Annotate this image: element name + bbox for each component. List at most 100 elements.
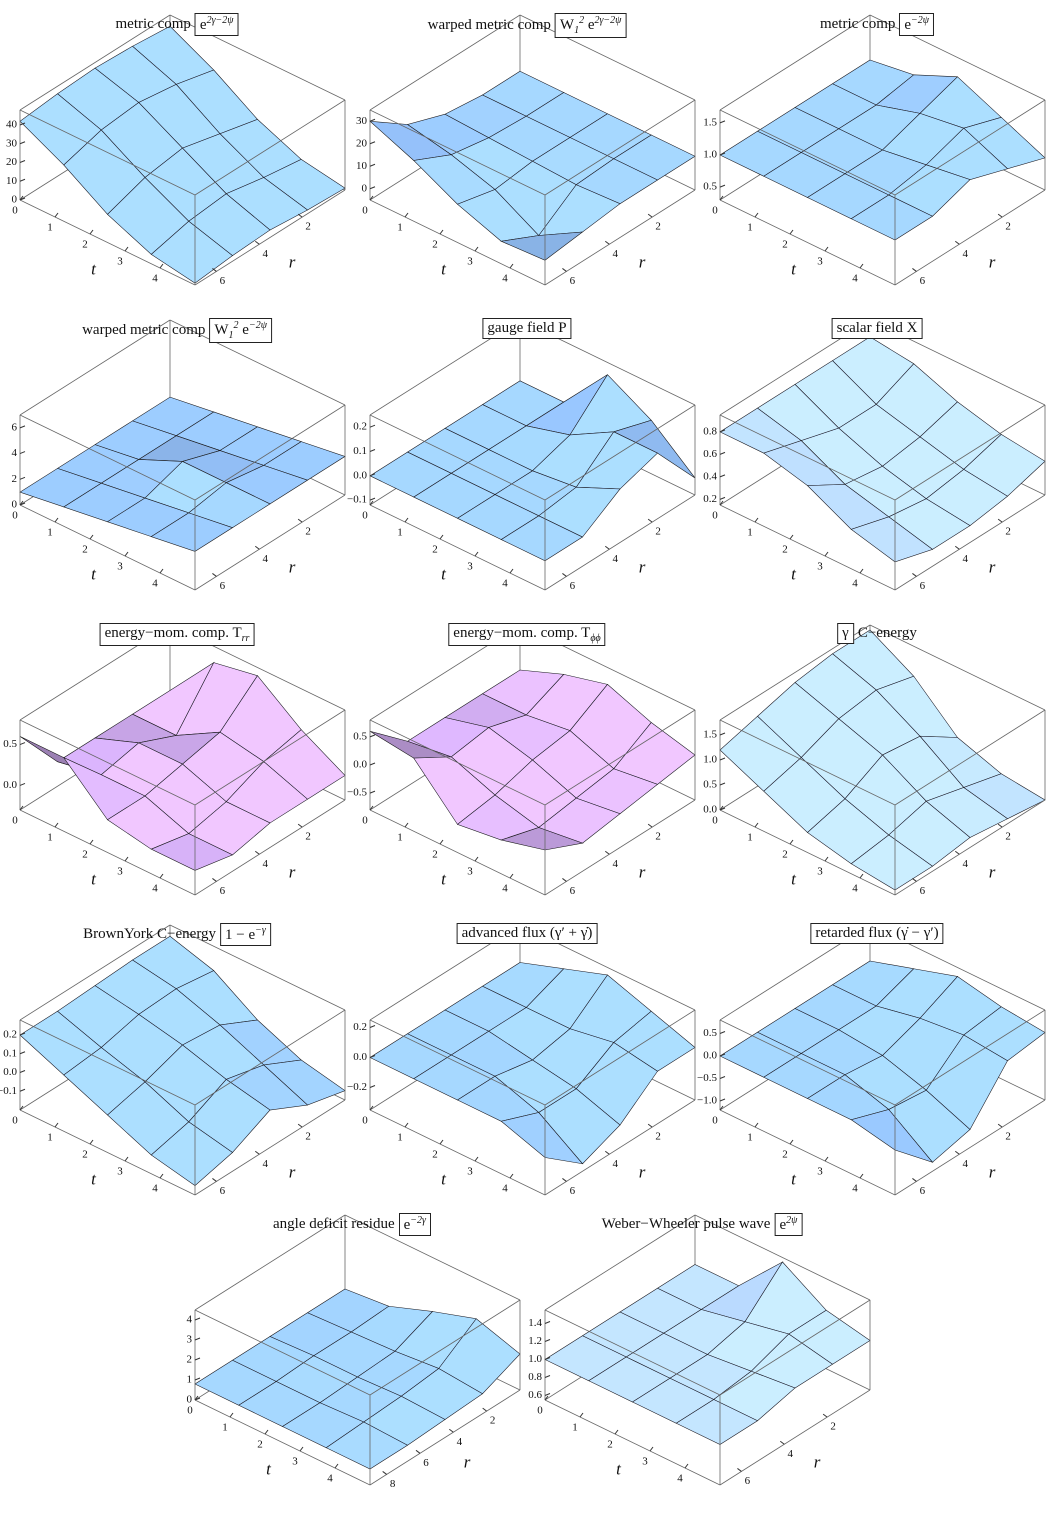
formula-part: e [584,17,595,33]
z-tick-label: 0.5 [3,738,17,750]
x-tick [124,856,129,862]
z-tick-label: 0.2 [353,421,367,433]
x-tick [89,1139,94,1145]
x-tick-label: 4 [677,1473,683,1485]
x-tick-label: 1 [397,527,403,539]
formula-part: 1 − e [225,927,256,943]
chart-title: BrownYork C−energy 1 − e−γ [83,923,271,946]
box-edge [719,504,896,591]
x-tick-label: 3 [642,1456,648,1468]
surface-plot: 0 10 20 30 40 0 1 2 3 4 2 4 6 t r [6,14,346,287]
box-edge [894,189,1046,286]
z-tick-label: 0.5 [703,181,717,193]
z-tick-label: 0.6 [703,448,717,460]
y-axis-label: r [639,557,646,576]
x-tick [719,805,724,811]
y-tick-label: 2 [305,221,311,233]
x-tick [824,1156,829,1162]
z-tick [369,734,376,738]
y-tick-label: 4 [263,553,269,565]
z-tick [369,762,376,766]
z-tick-label: −0.5 [347,787,367,799]
y-axis-label: r [989,1162,996,1181]
z-tick-label: 1.4 [528,1317,542,1329]
x-tick-label: 1 [397,1132,403,1144]
chart-title: warped metric comp W12 e−2ψ [82,318,272,343]
z-tick [369,473,376,477]
x-tick [509,263,514,269]
chart-title: retarded flux (γ̇ − γ′) [810,923,944,944]
box-edge [194,1009,346,1106]
formula-part: 2γ−2ψ [206,15,234,26]
y-axis-label: r [289,1162,296,1181]
y-tick-label: 4 [613,1158,619,1170]
chart-title: warped metric comp W12 e2γ−2ψ [428,13,627,38]
y-tick-label: 6 [570,580,576,592]
x-tick-label: 1 [747,832,753,844]
y-tick [997,518,1003,523]
box-edge [544,1399,721,1486]
formula-part: e [904,17,912,33]
x-tick-label: 1 [747,527,753,539]
x-axis-label: t [91,1169,97,1188]
y-tick [604,545,610,550]
y-tick [779,1440,785,1445]
x-tick [159,873,164,879]
surface-plot: 0.0 0.5 1.0 1.5 0 1 2 3 4 2 4 6 t r [703,624,1046,897]
x-tick-label: 1 [397,222,403,234]
box-edge [544,1214,696,1311]
title-formula: e−2ψ [899,13,935,36]
y-tick-label: 4 [788,1448,794,1460]
title-text: BrownYork C−energy [83,926,217,942]
z-tick-label: 0.0 [703,804,717,816]
z-tick [544,1357,551,1360]
x-tick-label: 2 [607,1439,613,1451]
x-tick [19,805,24,811]
y-axis-label: r [289,557,296,576]
box-edge [894,494,1046,591]
y-tick [212,573,217,577]
x-tick-label: 3 [117,866,123,878]
box-edge [19,109,196,196]
y-tick [647,1123,653,1128]
y-tick [912,878,917,882]
chart-title: γ C−energy [837,623,917,644]
box-edge [19,504,196,591]
chart-title: metric comp e−2ψ [820,13,935,36]
z-tick [19,1070,26,1073]
x-axis-label: t [791,564,797,583]
y-tick [212,268,217,272]
formula-part: 1 [574,25,580,36]
box-edge [369,1109,546,1196]
z-tick-label: −0.1 [0,1085,17,1097]
z-tick-label: 3 [187,1334,193,1346]
surface-plot: −0.5 0.0 0.5 0 1 2 3 4 2 4 6 t r [347,624,696,897]
title-text: C−energy [857,625,917,641]
z-tick-label: −0.1 [347,494,367,506]
z-tick [369,1055,376,1058]
y-tick-label: 6 [220,275,226,287]
x-tick-label: 4 [852,1183,858,1195]
z-tick [369,1025,376,1028]
z-tick-label: −0.5 [697,1072,717,1084]
x-tick [824,551,829,557]
z-tick [19,1088,26,1092]
box-edge [369,1299,521,1396]
y-tick [604,240,610,245]
x-tick [859,568,864,574]
title-text: warped metric comp [427,17,551,33]
z-tick [369,1085,376,1088]
x-tick [754,212,759,218]
x-tick [19,500,24,506]
z-tick [719,120,726,124]
z-tick-label: 0.4 [703,470,717,482]
x-tick [579,1412,584,1418]
x-tick-label: 4 [502,273,508,285]
box-edge [544,189,696,286]
formula-part: −2ψ [248,320,267,331]
box-edge [369,809,546,896]
box-edge [719,719,896,806]
x-tick-label: 3 [292,1456,298,1468]
